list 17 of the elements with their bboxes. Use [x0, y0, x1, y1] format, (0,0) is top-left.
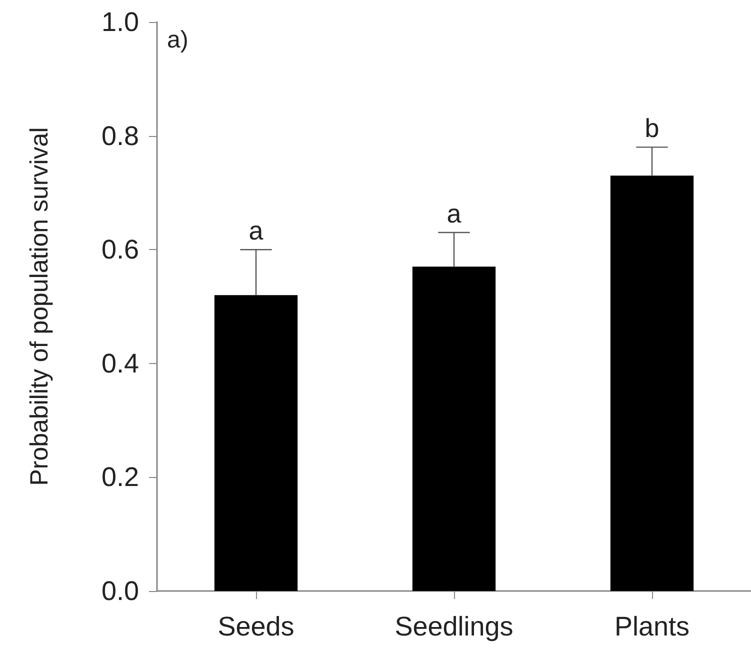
y-tick-label: 0.2 — [101, 462, 139, 492]
y-tick-label: 0.8 — [101, 120, 139, 151]
x-tick-label: Seeds — [218, 612, 294, 642]
x-tick-label: Seedlings — [394, 612, 514, 642]
y-axis-title: Probability of population survival — [26, 127, 54, 486]
bar — [610, 176, 694, 591]
y-tick-label: 0.6 — [101, 234, 139, 265]
x-tick-label: Plants — [614, 612, 690, 642]
y-tick-label: 1.0 — [101, 7, 139, 37]
annotation: a) — [167, 26, 188, 54]
bar — [412, 266, 496, 591]
annotation: b — [644, 113, 660, 144]
annotation: a — [248, 216, 264, 246]
y-tick-label: 0.4 — [101, 348, 139, 378]
y-tick-label: 0.0 — [101, 576, 139, 606]
bar — [214, 295, 298, 591]
annotation: a — [446, 198, 462, 229]
